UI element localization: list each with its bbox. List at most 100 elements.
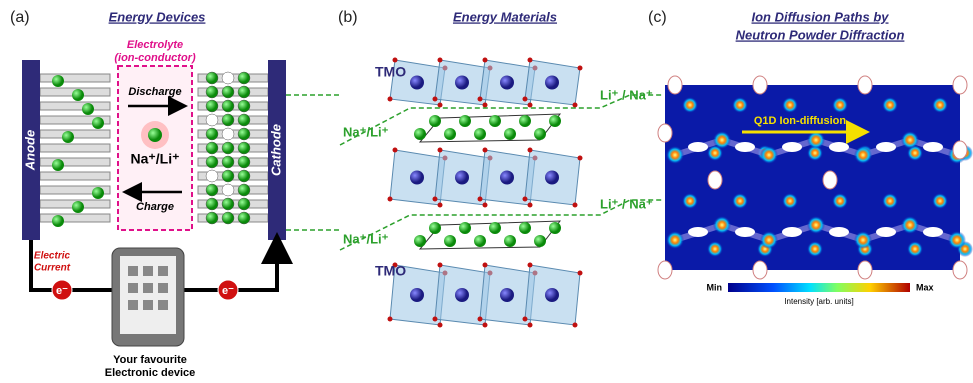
device-apps (128, 266, 168, 310)
panel-title: Energy Devices (109, 9, 206, 24)
oxygen-atom (482, 57, 488, 63)
ion (205, 85, 219, 99)
atom-site (688, 142, 708, 152)
oxygen-atom (572, 102, 578, 108)
atom-site (782, 227, 802, 237)
atom-site (752, 260, 768, 280)
ion (237, 155, 251, 169)
density-spot (782, 193, 798, 209)
density-spot (807, 145, 823, 161)
density-spot (832, 193, 848, 209)
density-spot (907, 241, 923, 257)
oxygen-atom (522, 96, 528, 102)
atom-site (923, 142, 943, 152)
connector-lines (286, 94, 662, 251)
panel-title: Neutron Powder Diffraction (736, 27, 905, 42)
anode-layer (39, 143, 111, 153)
density-spot (854, 146, 872, 164)
oxygen-atom (477, 316, 483, 322)
tmo-label: TMO (375, 64, 406, 80)
atom-site (952, 75, 968, 95)
density-spot (760, 231, 778, 249)
density-spot (882, 97, 898, 113)
ion (504, 235, 516, 247)
ion (489, 115, 501, 127)
oxygen-atom (522, 196, 528, 202)
app-icon (158, 300, 168, 310)
oxygen-atom (482, 202, 488, 208)
app-icon (143, 266, 153, 276)
metal-atom (500, 170, 514, 185)
ion (205, 141, 219, 155)
ion (205, 113, 219, 127)
ion (237, 141, 251, 155)
atom-site (876, 142, 896, 152)
electrode-layers (39, 71, 269, 227)
density-spot (807, 241, 823, 257)
ion-label: Na⁺/Li⁺ (343, 231, 389, 246)
oxygen-atom (527, 102, 533, 108)
atom-site (735, 142, 755, 152)
density-spot (807, 216, 825, 234)
ion (444, 128, 456, 140)
density-spot (713, 131, 731, 149)
ion (52, 215, 64, 227)
density-spot (707, 241, 723, 257)
density-spot (882, 193, 898, 209)
ion (205, 71, 219, 85)
app-icon (128, 283, 138, 293)
oxygen-atom (432, 316, 438, 322)
atom-site (667, 75, 683, 95)
oxygen-atom (482, 322, 488, 328)
ion (519, 115, 531, 127)
ion (221, 113, 235, 127)
ion (237, 197, 251, 211)
density-spot (932, 193, 948, 209)
atom-site (857, 260, 873, 280)
ion (205, 169, 219, 183)
density-spot (948, 231, 966, 249)
electron-label: e⁻ (222, 285, 234, 297)
atom-site (657, 260, 673, 280)
oxygen-atom (527, 57, 533, 63)
app-icon (158, 283, 168, 293)
density-spot (832, 97, 848, 113)
device-label: Your favourite (113, 354, 187, 366)
oxygen-atom (387, 316, 393, 322)
atom-site (822, 170, 838, 190)
oxygen-atom (387, 96, 393, 102)
ion (221, 183, 235, 197)
ion (221, 71, 235, 85)
oxygen-atom (482, 147, 488, 153)
anode-layer (39, 73, 111, 83)
density-spot (707, 145, 723, 161)
density-spot (682, 97, 698, 113)
metal-atom (545, 288, 559, 302)
electron (217, 279, 239, 301)
metal-atom (500, 75, 514, 90)
ion (205, 155, 219, 169)
colorbar-min: Min (707, 282, 723, 292)
oxygen-atom (577, 65, 583, 71)
oxygen-atom (432, 196, 438, 202)
oxygen-atom (437, 262, 443, 268)
oxygen-atom (522, 316, 528, 322)
ion-label: Li⁺ / Na⁺ (600, 196, 653, 211)
oxygen-atom (482, 262, 488, 268)
anode-layer (39, 171, 111, 181)
atom-site (857, 75, 873, 95)
ion (414, 128, 426, 140)
metal-atom (455, 288, 469, 302)
density-spot (907, 145, 923, 161)
electron (51, 279, 73, 301)
metal-atom (410, 75, 424, 90)
oxygen-atom (527, 147, 533, 153)
metal-atom (545, 170, 559, 185)
colorbar-label: Intensity [arb. units] (784, 297, 853, 306)
panel-label: (a) (10, 9, 30, 26)
oxygen-atom (527, 262, 533, 268)
ion (237, 211, 251, 225)
atom-site (829, 142, 849, 152)
density-spot (782, 97, 798, 113)
electrolyte-label: Electrolyte (127, 39, 183, 51)
